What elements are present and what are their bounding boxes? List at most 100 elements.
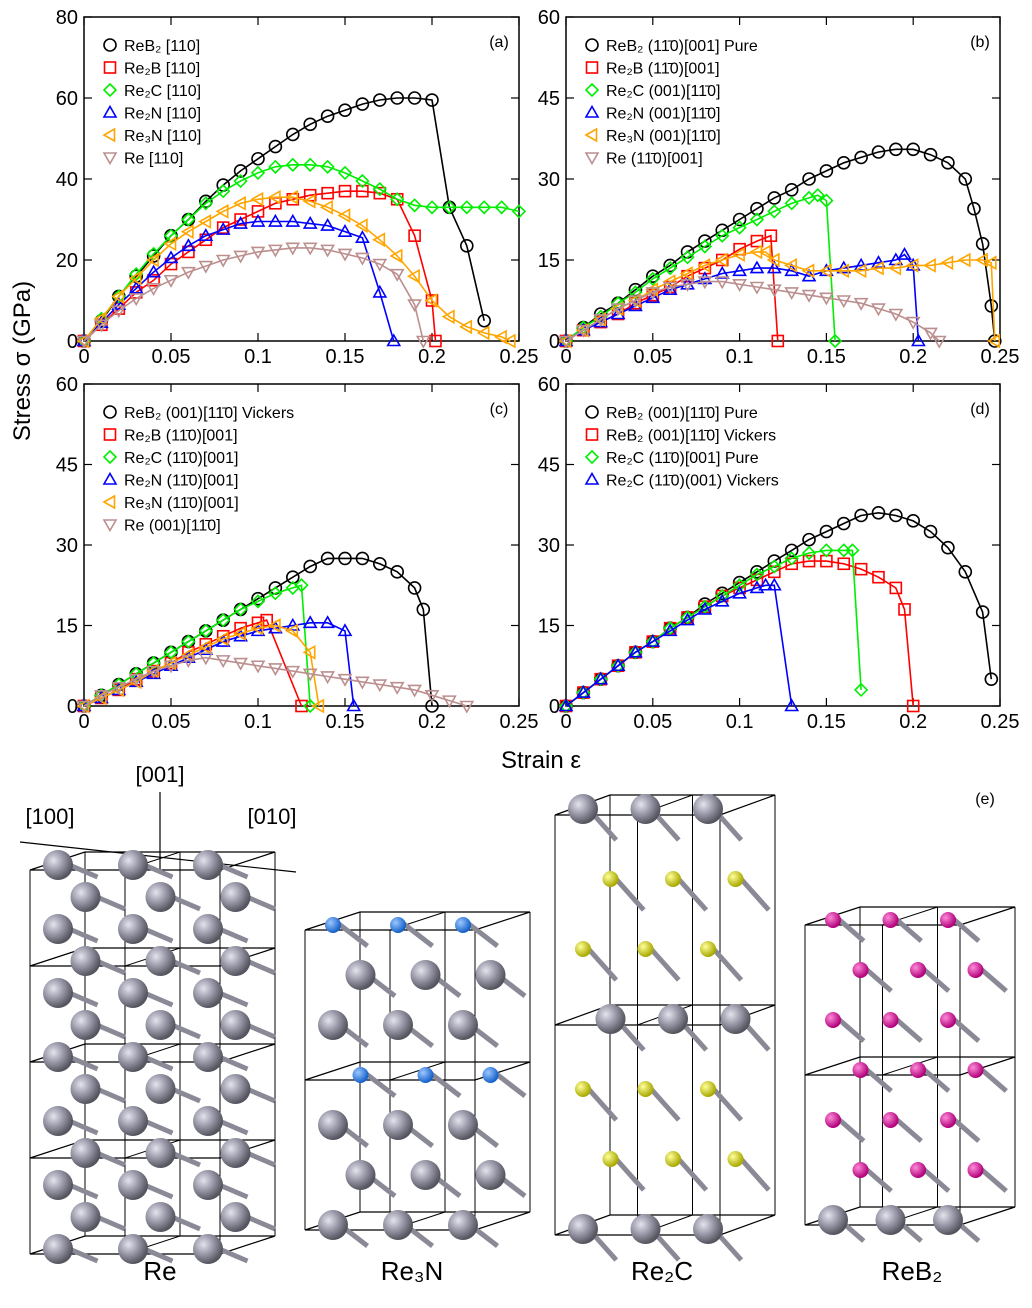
y-axis-label: Stress σ (GPa) bbox=[9, 281, 36, 441]
metal-atom bbox=[71, 882, 101, 912]
legend-label: Re₂C (11̄0)[001] Pure bbox=[606, 450, 759, 467]
metal-atom bbox=[221, 882, 251, 912]
x-tick-label: 0.15 bbox=[807, 711, 846, 733]
axis-direction: [001] bbox=[136, 762, 185, 787]
metal-atom bbox=[193, 1106, 223, 1136]
accent-atom bbox=[825, 1012, 841, 1028]
x-tick-label: 0.1 bbox=[244, 711, 272, 733]
metal-atom bbox=[631, 794, 661, 824]
y-tick-label: 15 bbox=[56, 616, 78, 638]
legend-label: ReB₂ (001)[11̄0] Vickers bbox=[606, 428, 776, 445]
y-tick-label: 80 bbox=[56, 7, 78, 29]
metal-atom bbox=[146, 1138, 176, 1168]
legend-marker bbox=[586, 406, 598, 418]
metal-atom bbox=[448, 1110, 478, 1140]
metal-atom bbox=[658, 1004, 688, 1034]
accent-atom bbox=[883, 1012, 899, 1028]
legend-marker bbox=[104, 39, 116, 51]
metal-atom bbox=[221, 1074, 251, 1104]
metal-atom bbox=[411, 1160, 441, 1190]
accent-atom bbox=[353, 1067, 369, 1083]
metal-atom bbox=[118, 1042, 148, 1072]
legend-label: Re₂C (11̄0)[001] bbox=[124, 450, 238, 467]
accent-atom bbox=[940, 1012, 956, 1028]
legend-label: ReB₂ (001)[11̄0] Vickers bbox=[124, 405, 294, 422]
y-tick-label: 45 bbox=[56, 455, 78, 477]
metal-atom bbox=[596, 1004, 626, 1034]
x-tick-label: 0.15 bbox=[326, 711, 365, 733]
x-axis-label: Strain ε bbox=[501, 747, 581, 774]
accent-atom bbox=[418, 1067, 434, 1083]
metal-atom bbox=[318, 1110, 348, 1140]
accent-atom bbox=[853, 962, 869, 978]
legend-marker bbox=[587, 429, 598, 440]
metal-atom bbox=[193, 1170, 223, 1200]
metal-atom bbox=[118, 850, 148, 880]
legend-marker bbox=[104, 129, 115, 141]
metal-atom bbox=[43, 850, 73, 880]
y-tick-label: 0 bbox=[549, 696, 560, 718]
metal-atom bbox=[383, 1110, 413, 1140]
legend-label: Re₂N (11̄0)[001] bbox=[124, 473, 238, 490]
x-tick-label: 0.2 bbox=[418, 711, 446, 733]
metal-atom bbox=[568, 1214, 598, 1244]
metal-atom bbox=[383, 1210, 413, 1240]
figure: Stress σ (GPa) Strain ε (e) [001] [100] … bbox=[0, 0, 1032, 1303]
metal-atom bbox=[43, 1106, 73, 1136]
accent-atom bbox=[325, 917, 341, 933]
panel-label: (a) bbox=[489, 34, 509, 51]
x-tick-label: 0.2 bbox=[899, 711, 927, 733]
y-tick-label: 60 bbox=[56, 374, 78, 396]
accent-atom bbox=[700, 1081, 716, 1097]
metal-atom bbox=[568, 794, 598, 824]
metal-atom bbox=[693, 794, 723, 824]
accent-atom bbox=[825, 1112, 841, 1128]
legend-marker bbox=[105, 62, 116, 73]
panel-label: (d) bbox=[970, 401, 990, 418]
metal-atom bbox=[118, 978, 148, 1008]
x-tick-label: 0.1 bbox=[726, 346, 754, 368]
metal-atom bbox=[193, 978, 223, 1008]
x-tick-label: 0 bbox=[560, 346, 571, 368]
legend-label: Re (001)[11̄0] bbox=[124, 518, 221, 535]
legend-marker bbox=[587, 62, 598, 73]
x-tick-label: 0.1 bbox=[244, 346, 272, 368]
metal-atom bbox=[146, 1202, 176, 1232]
structure-name: ReB₂ bbox=[882, 1256, 943, 1286]
legend-marker bbox=[104, 496, 115, 508]
metal-atom bbox=[193, 914, 223, 944]
x-tick-label: 0.05 bbox=[152, 711, 191, 733]
metal-atom bbox=[118, 1106, 148, 1136]
accent-atom bbox=[665, 1151, 681, 1167]
metal-atom bbox=[221, 1010, 251, 1040]
accent-atom bbox=[968, 1062, 984, 1078]
legend-label: ReB₂ (11̄0)[001] Pure bbox=[606, 38, 758, 55]
metal-atom bbox=[221, 1138, 251, 1168]
metal-atom bbox=[43, 914, 73, 944]
metal-atom bbox=[221, 946, 251, 976]
legend-marker bbox=[104, 406, 116, 418]
x-tick-label: 0.25 bbox=[500, 346, 539, 368]
metal-atom bbox=[146, 1010, 176, 1040]
metal-atom bbox=[193, 1234, 223, 1264]
x-tick-label: 0.2 bbox=[418, 346, 446, 368]
metal-atom bbox=[721, 1004, 751, 1034]
metal-atom bbox=[193, 1042, 223, 1072]
accent-atom bbox=[455, 917, 471, 933]
x-tick-label: 0 bbox=[78, 346, 89, 368]
accent-atom bbox=[910, 1162, 926, 1178]
metal-atom bbox=[71, 1074, 101, 1104]
legend-marker bbox=[586, 153, 598, 164]
metal-atom bbox=[476, 960, 506, 990]
series-line bbox=[566, 585, 792, 706]
metal-atom bbox=[71, 946, 101, 976]
accent-atom bbox=[853, 1062, 869, 1078]
metal-atom bbox=[221, 1202, 251, 1232]
legend-label: ReB₂ [110] bbox=[124, 38, 200, 55]
metal-atom bbox=[118, 1234, 148, 1264]
legend-marker bbox=[104, 153, 116, 164]
accent-atom bbox=[883, 912, 899, 928]
y-tick-label: 0 bbox=[549, 331, 560, 353]
legend-marker bbox=[586, 129, 597, 141]
y-tick-label: 45 bbox=[538, 88, 560, 110]
